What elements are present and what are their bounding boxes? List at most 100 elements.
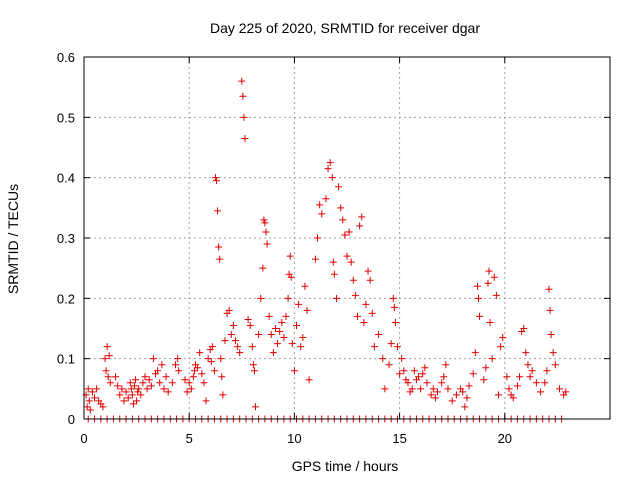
data-point xyxy=(419,370,427,378)
data-point xyxy=(212,174,219,182)
data-point xyxy=(354,312,362,320)
data-point xyxy=(375,331,383,339)
data-point xyxy=(183,388,191,396)
x-tick-label: 15 xyxy=(392,431,406,446)
data-point xyxy=(250,367,258,375)
data-point xyxy=(190,367,198,375)
data-point xyxy=(299,334,307,342)
data-point xyxy=(351,291,359,299)
data-point xyxy=(427,391,435,399)
data-point xyxy=(267,331,275,339)
data-point xyxy=(366,276,374,284)
y-axis-label: SRMTID / TECUs xyxy=(5,184,21,294)
data-point xyxy=(381,385,389,393)
data-point xyxy=(261,219,269,227)
data-point xyxy=(423,379,431,387)
x-axis-label: GPS time / hours xyxy=(292,458,399,474)
data-point xyxy=(332,294,340,302)
data-point xyxy=(106,379,114,387)
data-point xyxy=(160,385,168,393)
data-point xyxy=(156,379,164,387)
data-point xyxy=(303,306,311,314)
data-point xyxy=(120,397,128,405)
data-point xyxy=(137,391,145,399)
data-point xyxy=(88,388,96,396)
data-point xyxy=(390,303,398,311)
axis-ticks: 0 0.1 0.2 0.3 0.4 0.5 0.6 0 5 10 15 20 xyxy=(57,50,610,446)
data-point xyxy=(463,394,471,402)
data-point xyxy=(104,373,112,381)
data-point xyxy=(219,391,227,399)
data-point xyxy=(421,364,429,372)
data-point xyxy=(93,385,101,393)
data-point xyxy=(221,337,229,345)
data-point xyxy=(187,385,195,393)
data-point xyxy=(339,216,347,224)
data-point xyxy=(244,315,252,323)
data-point xyxy=(172,361,180,369)
data-point xyxy=(349,276,357,284)
data-point xyxy=(194,364,202,372)
data-point xyxy=(389,294,397,302)
data-point xyxy=(168,379,176,387)
data-point xyxy=(288,340,296,348)
data-point xyxy=(301,282,309,290)
data-point xyxy=(444,385,452,393)
data-point xyxy=(452,391,460,399)
data-point xyxy=(202,397,210,405)
data-point xyxy=(396,370,404,378)
data-point xyxy=(387,340,395,348)
data-point xyxy=(391,318,399,326)
data-point xyxy=(364,267,372,275)
y-tick-label: 0 xyxy=(68,412,75,427)
data-point xyxy=(214,207,222,215)
data-point xyxy=(139,379,147,387)
data-point xyxy=(543,367,551,375)
data-point xyxy=(282,312,290,320)
data-point xyxy=(185,379,193,387)
data-point xyxy=(133,397,141,405)
data-point xyxy=(400,367,408,375)
data-points xyxy=(82,77,570,423)
data-point xyxy=(438,379,446,387)
data-point xyxy=(497,343,505,351)
data-point xyxy=(276,328,284,336)
data-point xyxy=(448,397,456,405)
data-point xyxy=(410,367,418,375)
data-point xyxy=(385,361,393,369)
data-point xyxy=(499,334,507,342)
data-point xyxy=(246,321,254,329)
data-point xyxy=(238,77,246,85)
data-point xyxy=(356,222,364,230)
data-point xyxy=(101,355,109,363)
data-point xyxy=(143,385,151,393)
data-point xyxy=(442,361,450,369)
data-point xyxy=(362,300,370,308)
data-point xyxy=(259,264,267,272)
data-point xyxy=(290,367,298,375)
data-point xyxy=(263,240,271,248)
data-point xyxy=(229,321,237,329)
data-point xyxy=(545,285,553,293)
data-point xyxy=(324,165,332,173)
data-point xyxy=(526,373,534,381)
data-point xyxy=(218,373,226,381)
data-point xyxy=(505,385,513,393)
data-point xyxy=(293,321,301,329)
data-point xyxy=(311,255,319,263)
data-point xyxy=(417,385,425,393)
data-point xyxy=(257,294,265,302)
data-point xyxy=(358,213,366,221)
x-tick-label: 5 xyxy=(186,431,193,446)
data-point xyxy=(537,388,545,396)
data-point xyxy=(249,361,257,369)
x-tick-label: 10 xyxy=(287,431,301,446)
data-point xyxy=(522,349,530,357)
data-point xyxy=(326,159,334,167)
data-point xyxy=(480,376,488,384)
data-point xyxy=(129,400,137,408)
data-point xyxy=(337,204,345,212)
data-point xyxy=(330,270,338,278)
data-point xyxy=(130,382,138,390)
